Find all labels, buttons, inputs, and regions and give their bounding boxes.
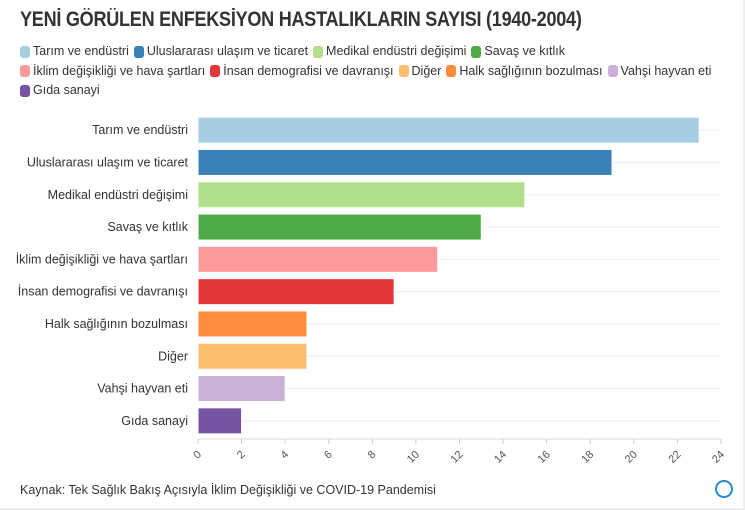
bar (197, 278, 395, 306)
source-note: Kaynak: Tek Sağlık Bakış Açısıyla İklim … (20, 483, 436, 497)
bar (197, 310, 308, 338)
legend: Tarım ve endüstri Uluslararası ulaşım ve … (20, 43, 720, 102)
bar (197, 375, 286, 403)
agency-logo (715, 480, 733, 498)
legend-label: İklim değişikliği ve hava şartları (33, 63, 206, 78)
legend-swatch (607, 65, 618, 77)
legend-item[interactable]: Diğer (398, 63, 442, 80)
bar (197, 116, 700, 144)
legend-swatch (20, 84, 30, 97)
x-tick-label: 6 (322, 449, 335, 462)
legend-label: Medikal endüstri değişimi (326, 44, 467, 58)
legend-swatch (20, 65, 30, 77)
legend-label: Uluslararası ulaşım ve ticaret (146, 44, 309, 58)
legend-label: Savaş ve kıtlık (484, 44, 565, 58)
x-tick-label: 10 (405, 449, 422, 466)
category-label: İnsan demografisi ve davranışı (18, 285, 188, 299)
category-label: Uluslararası ulaşım ve ticaret (27, 155, 189, 169)
category-label: Medikal endüstri değişimi (48, 188, 188, 202)
legend-swatch (133, 45, 144, 58)
category-label: Tarım ve endüstri (92, 123, 188, 137)
category-label: Diğer (158, 349, 188, 363)
chart-title: YENİ GÖRÜLEN ENFEKSİYON HASTALIKLARIN SA… (20, 8, 582, 31)
legend-label: Gıda sanayi (33, 83, 100, 97)
legend-item[interactable]: İklim değişikliği ve hava şartları (20, 63, 205, 80)
legend-item[interactable]: Gıda sanayi (20, 82, 100, 99)
legend-item[interactable]: İnsan demografisi ve davranışı (210, 63, 394, 80)
category-label: İklim değişikliği ve hava şartları (16, 252, 188, 266)
x-tick-label: 8 (366, 449, 379, 462)
legend-item[interactable]: Savaş ve kıtlık (471, 43, 565, 60)
legend-item[interactable]: Medikal endüstri değişimi (313, 43, 466, 60)
legend-label: Diğer (411, 63, 442, 78)
legend-swatch (313, 45, 324, 58)
x-tick-label: 12 (448, 449, 465, 466)
bar (197, 407, 243, 435)
x-tick-label: 18 (579, 449, 596, 466)
category-label: Savaş ve kıtlık (107, 220, 188, 234)
legend-swatch (471, 45, 482, 58)
x-tick-label: 16 (536, 449, 553, 466)
x-tick-label: 22 (666, 449, 683, 466)
legend-item[interactable]: Vahşi hayvan eti (607, 63, 712, 80)
x-tick-label: 20 (623, 449, 640, 466)
legend-label: Tarım ve endüstri (33, 44, 129, 58)
bar (197, 245, 439, 273)
category-label: Vahşi hayvan eti (97, 382, 188, 396)
bar (197, 342, 308, 370)
bar (197, 213, 482, 241)
category-label: Halk sağlığının bozulması (45, 317, 188, 331)
x-tick-label: 2 (235, 449, 248, 462)
category-label: Gıda sanayi (121, 414, 188, 428)
legend-label: Vahşi hayvan eti (620, 63, 712, 78)
legend-item[interactable]: Halk sağlığının bozulması (446, 63, 603, 80)
legend-item[interactable]: Uluslararası ulaşım ve ticaret (133, 43, 309, 60)
legend-swatch (20, 45, 30, 58)
bar (197, 148, 613, 176)
bar (197, 181, 526, 209)
legend-swatch (398, 65, 409, 77)
legend-label: İnsan demografisi ve davranışı (223, 63, 394, 78)
x-tick-label: 4 (278, 449, 291, 462)
x-tick-label: 24 (710, 449, 727, 466)
legend-label: Halk sağlığının bozulması (459, 63, 603, 78)
legend-swatch (446, 65, 457, 77)
x-tick-label: 0 (191, 449, 204, 462)
legend-swatch (210, 65, 221, 77)
x-tick-label: 14 (492, 449, 509, 466)
legend-item[interactable]: Tarım ve endüstri (20, 43, 129, 60)
